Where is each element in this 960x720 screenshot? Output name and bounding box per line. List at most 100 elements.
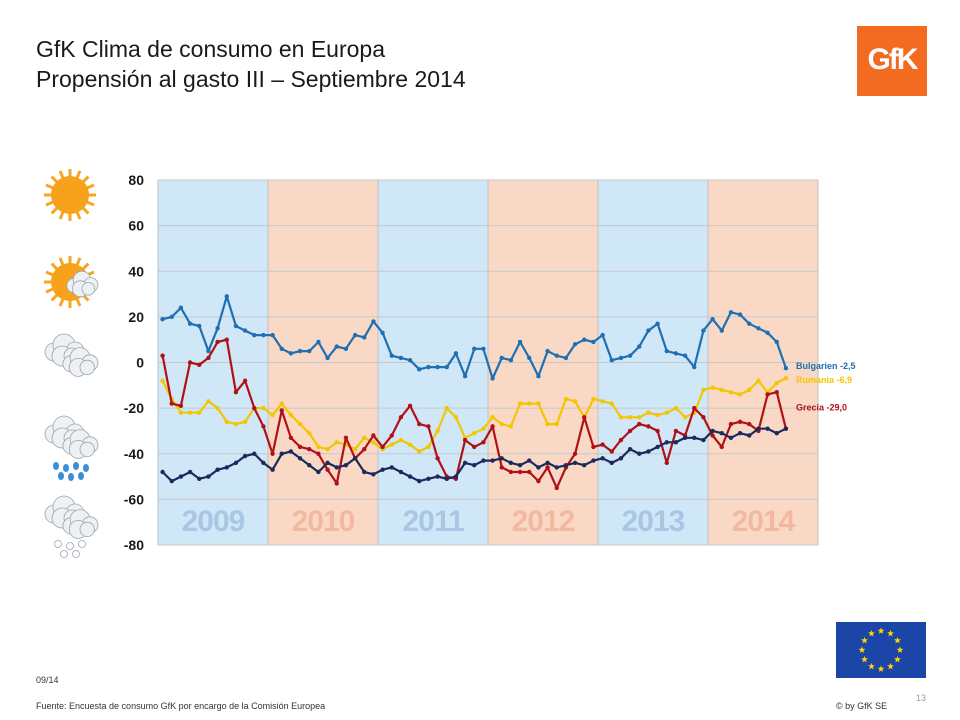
data-point <box>508 460 514 466</box>
sun-ray <box>50 262 59 271</box>
data-point <box>380 444 385 450</box>
data-point <box>288 412 294 418</box>
snowflake <box>72 550 80 558</box>
data-point <box>435 364 440 370</box>
data-point <box>252 451 257 456</box>
data-point <box>307 348 312 354</box>
data-point <box>728 435 734 440</box>
data-point <box>233 389 239 395</box>
data-point <box>481 458 486 463</box>
data-point <box>618 456 624 461</box>
sun-ray <box>45 270 54 277</box>
data-point <box>178 403 184 409</box>
data-point <box>261 460 266 466</box>
data-point <box>517 462 523 468</box>
data-point <box>261 332 266 338</box>
data-point <box>545 460 550 466</box>
data-point <box>527 458 532 463</box>
raindrop <box>68 473 74 481</box>
series-labels: Bulgarien -2,5 Rumania -6,9 Grecia -29,0 <box>796 361 856 412</box>
cloud-puff <box>81 281 96 296</box>
data-point <box>160 469 165 475</box>
data-point <box>362 335 367 340</box>
eu-star <box>894 636 901 644</box>
data-point <box>499 465 504 470</box>
data-point <box>279 346 284 352</box>
data-point <box>609 460 614 466</box>
data-point <box>398 469 404 475</box>
data-point <box>572 399 578 404</box>
data-point <box>316 469 321 475</box>
data-point <box>600 332 605 338</box>
raindrop <box>53 462 59 470</box>
data-point <box>389 433 394 438</box>
data-point <box>563 462 569 468</box>
data-point <box>307 462 312 468</box>
data-point <box>252 405 257 411</box>
data-point <box>279 451 284 456</box>
data-point <box>682 415 688 420</box>
data-point <box>407 442 413 447</box>
title-line-1: GfK Clima de consumo en Europa <box>36 36 386 62</box>
data-point <box>508 358 514 363</box>
sun-ray <box>86 200 95 207</box>
data-point <box>637 451 642 456</box>
data-point <box>417 367 422 372</box>
data-point <box>637 415 642 420</box>
data-point <box>178 474 184 479</box>
sun-ray <box>45 183 54 190</box>
data-point <box>398 437 404 443</box>
data-point <box>279 401 284 406</box>
sun-ray <box>58 211 65 220</box>
data-point <box>783 376 789 381</box>
data-point <box>297 444 303 450</box>
data-point <box>545 465 550 470</box>
data-point <box>728 310 734 315</box>
data-point <box>462 437 468 443</box>
data-point <box>783 366 789 371</box>
data-point <box>187 321 193 326</box>
data-point <box>710 433 715 438</box>
data-point <box>371 440 376 445</box>
data-point <box>536 401 541 406</box>
rain-cloud-icon <box>44 415 99 481</box>
series-label: Grecia -29,0 <box>796 403 847 413</box>
data-point <box>215 467 220 472</box>
sun-ray <box>50 293 59 302</box>
data-point <box>664 348 669 354</box>
data-point <box>710 385 715 390</box>
data-point <box>389 353 394 358</box>
y-tick-label: -40 <box>124 446 144 462</box>
data-point <box>508 469 514 475</box>
data-point <box>288 351 294 356</box>
data-point <box>398 355 404 361</box>
data-point <box>609 449 614 454</box>
page-number: 13 <box>916 693 927 703</box>
data-point <box>490 415 495 420</box>
raindrop <box>63 464 69 472</box>
snowflake <box>54 540 62 548</box>
data-point <box>499 355 504 361</box>
footer-copyright: © by GfK SE <box>836 701 888 711</box>
data-point <box>325 467 330 472</box>
y-tick-label: 80 <box>128 172 144 188</box>
year-label: 2012 <box>512 505 575 538</box>
grid-lines <box>157 179 819 546</box>
y-tick-label: 40 <box>128 263 144 279</box>
raindrop <box>78 472 84 480</box>
data-point <box>664 410 669 415</box>
data-point <box>591 458 596 463</box>
data-point <box>343 346 349 352</box>
data-point <box>637 344 642 349</box>
sun-ray <box>81 262 90 271</box>
data-point <box>242 453 248 459</box>
data-point <box>499 456 504 461</box>
data-point <box>554 465 559 470</box>
data-point <box>242 419 248 425</box>
eu-star <box>868 662 875 670</box>
data-point <box>682 435 688 440</box>
data-point <box>737 419 743 425</box>
y-axis-ticks: 80 60 40 20 0 -20 -40 -60 -80 <box>124 172 144 553</box>
data-point <box>197 323 202 329</box>
data-point <box>563 355 569 361</box>
